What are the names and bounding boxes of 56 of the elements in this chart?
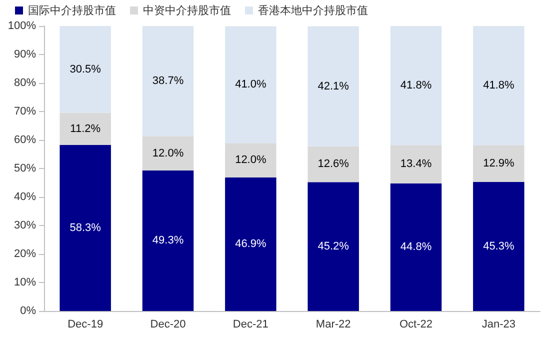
bar (142, 170, 194, 311)
data-label: 46.9% (235, 238, 266, 250)
data-label: 45.2% (318, 240, 350, 253)
data-label: 45.3% (483, 240, 514, 252)
data-label: 12.0% (235, 154, 266, 166)
y-tick-label: 70% (14, 106, 36, 118)
x-tick-label: Dec-20 (150, 318, 186, 330)
legend-label: 国际中介持股市值 (28, 4, 116, 17)
bar (60, 26, 111, 113)
data-label: 49.3% (152, 234, 184, 247)
bar (473, 145, 524, 182)
data-label: 44.8% (400, 241, 432, 254)
legend-label: 香港本地中介持股市值 (258, 4, 368, 17)
bar (60, 144, 111, 311)
data-label: 58.3% (70, 222, 102, 234)
y-tick-label: 50% (14, 162, 36, 174)
bar (142, 26, 194, 136)
y-tick-label: 20% (14, 248, 36, 260)
bar (473, 182, 524, 311)
y-tick-label: 60% (14, 134, 36, 146)
y-tick-label: 30% (14, 220, 36, 232)
data-label: 42.1% (318, 80, 350, 92)
bar (308, 26, 359, 146)
data-label: 38.7% (152, 75, 184, 88)
x-tick-label: Dec-19 (68, 318, 104, 330)
y-tick-label: 80% (14, 77, 36, 89)
x-tick-label: Jan-23 (482, 318, 516, 330)
x-tick-label: Mar-22 (316, 318, 351, 330)
data-label: 13.4% (400, 158, 432, 170)
y-tick-label: 0% (20, 305, 36, 317)
data-label: 11.2% (70, 122, 101, 135)
bar (142, 136, 194, 170)
data-label: 12.9% (483, 158, 514, 170)
y-tick-label: 40% (14, 191, 36, 203)
bar (225, 177, 276, 311)
y-tick-label: 90% (14, 48, 36, 60)
bar (390, 26, 442, 146)
bar (308, 182, 359, 311)
bar (390, 145, 442, 184)
legend-label: 中资中介持股市值 (143, 4, 231, 17)
data-label: 41.8% (483, 80, 514, 92)
bar (60, 112, 111, 145)
x-tick-label: Dec-21 (232, 318, 268, 330)
data-label: 41.8% (400, 80, 432, 92)
data-label: 41.0% (235, 78, 266, 91)
data-label: 12.6% (318, 158, 350, 170)
bar (390, 183, 442, 311)
bar (308, 146, 359, 182)
bar (225, 26, 276, 144)
bar (225, 143, 276, 178)
data-label: 12.0% (152, 147, 184, 160)
data-label: 30.5% (70, 63, 102, 76)
y-tick-label: 100% (8, 20, 36, 32)
bar (473, 26, 524, 146)
x-tick-label: Oct-22 (399, 318, 433, 330)
y-tick-label: 10% (14, 276, 36, 288)
